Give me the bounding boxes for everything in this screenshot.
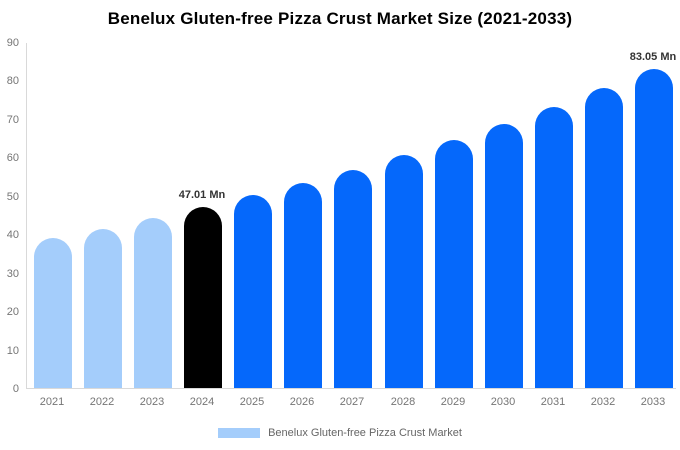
x-tick-label: 2023 [139, 396, 165, 408]
bar-2029[interactable] [435, 140, 473, 388]
bar-2033[interactable] [635, 69, 673, 388]
y-tick-label: 80 [6, 75, 19, 88]
y-tick-label: 90 [6, 37, 19, 49]
x-tick-label: 2025 [239, 396, 265, 408]
y-tick-label: 60 [6, 152, 19, 165]
plot-area [26, 43, 676, 389]
value-label-2024: 47.01 Mn [178, 189, 226, 201]
x-tick-label: 2022 [89, 396, 115, 408]
y-tick-label: 0 [12, 383, 19, 395]
y-tick-label: 20 [6, 306, 19, 319]
bar-2023[interactable] [134, 218, 172, 388]
legend-swatch [218, 428, 261, 438]
bar-2030[interactable] [485, 124, 523, 388]
x-tick-label: 2030 [490, 396, 516, 408]
x-tick-label: 2021 [39, 396, 65, 408]
bar-2028[interactable] [385, 155, 423, 388]
y-tick-label: 40 [6, 229, 19, 242]
bar-2032[interactable] [585, 88, 623, 388]
y-tick-label: 50 [6, 190, 19, 203]
bar-2026[interactable] [284, 183, 322, 388]
legend[interactable]: Benelux Gluten-free Pizza Crust Market [0, 427, 680, 439]
legend-label: Benelux Gluten-free Pizza Crust Market [268, 427, 462, 439]
x-tick-label: 2027 [339, 396, 365, 408]
bar-2021[interactable] [34, 238, 72, 388]
y-tick-label: 70 [6, 113, 19, 126]
x-tick-label: 2028 [390, 396, 416, 408]
x-tick-label: 2029 [440, 396, 466, 408]
bar-2024[interactable] [184, 207, 222, 388]
x-tick-label: 2032 [590, 396, 616, 408]
chart-title: Benelux Gluten-free Pizza Crust Market S… [107, 9, 573, 28]
x-tick-label: 2026 [289, 396, 315, 408]
y-tick-label: 30 [6, 267, 19, 280]
bar-2025[interactable] [234, 195, 272, 388]
value-label-2033: 83.05 Mn [629, 51, 677, 63]
bar-2022[interactable] [84, 229, 122, 388]
x-tick-label: 2031 [540, 396, 566, 408]
x-tick-label: 2033 [640, 396, 666, 408]
bar-2031[interactable] [535, 107, 573, 388]
x-tick-label: 2024 [189, 396, 215, 408]
bar-2027[interactable] [334, 170, 372, 388]
y-tick-label: 10 [6, 344, 19, 357]
